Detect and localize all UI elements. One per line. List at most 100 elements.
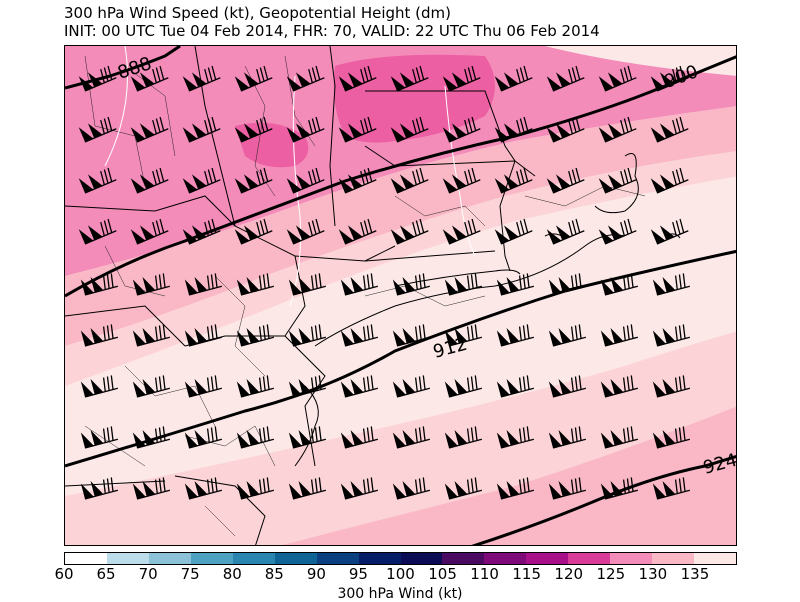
wind-barb — [390, 218, 429, 245]
wind-barb — [182, 167, 221, 194]
wind-barb — [650, 167, 689, 194]
wind-barb — [78, 218, 117, 245]
wind-barb — [338, 167, 377, 194]
wind-barb — [652, 477, 691, 500]
colorbar-tick-label: 110 — [470, 565, 499, 583]
wind-barb — [340, 273, 379, 296]
wind-barb — [338, 218, 377, 245]
wind-barb — [184, 375, 223, 398]
wind-barb — [236, 426, 275, 449]
wind-barb — [444, 426, 483, 449]
wind-barb — [392, 426, 431, 449]
county-lines — [84, 55, 646, 537]
wind-barb — [496, 375, 535, 398]
colorbar-tick-label: 95 — [348, 565, 368, 583]
map-svg: 888 900 912 924 — [65, 46, 736, 545]
wind-barb — [390, 65, 429, 92]
wind-barb — [130, 167, 169, 194]
wind-barb — [338, 116, 377, 143]
wind-barb — [80, 426, 119, 449]
colorbar-tick-label: 65 — [96, 565, 116, 583]
wind-barbs — [78, 65, 691, 500]
colorbar-tick-label: 90 — [306, 565, 326, 583]
colorbar-segment — [610, 553, 653, 564]
wind-barb — [496, 477, 535, 500]
wind-barb — [650, 65, 689, 92]
wind-barb — [496, 273, 535, 296]
wind-barb — [546, 65, 585, 92]
wind-barb — [130, 116, 169, 143]
colorbar-segment — [316, 553, 359, 564]
wind-barb — [234, 116, 273, 143]
colorbar-segment — [190, 553, 233, 564]
wind-barb — [548, 375, 587, 398]
wind-barb — [338, 65, 377, 92]
wind-barb — [132, 477, 171, 500]
wind-barb — [340, 426, 379, 449]
wind-barb — [392, 273, 431, 296]
colorbar-tick-label: 70 — [138, 565, 158, 583]
wind-barb — [652, 426, 691, 449]
wind-barb — [234, 218, 273, 245]
wind-barb — [496, 426, 535, 449]
map-panel: 888 900 912 924 — [64, 45, 737, 546]
wind-band-130 — [65, 151, 736, 386]
wind-barb — [442, 65, 481, 92]
colorbar-tick-label: 100 — [386, 565, 415, 583]
contour-924 — [471, 455, 736, 545]
wind-barb — [444, 324, 483, 347]
colorbar-tick-label: 115 — [512, 565, 542, 583]
wind-barb — [132, 324, 171, 347]
contour-912 — [65, 249, 736, 468]
colorbar-segment — [442, 553, 485, 564]
wind-barb — [182, 65, 221, 92]
wind-barb — [652, 273, 691, 296]
wind-barb — [340, 477, 379, 500]
wind-barb — [548, 477, 587, 500]
wind-barb — [184, 426, 223, 449]
state-borders — [65, 46, 536, 545]
wind-barb — [288, 477, 327, 500]
wind-barb — [548, 273, 587, 296]
colorbar-segment — [148, 553, 191, 564]
wind-barb — [286, 65, 325, 92]
colorbar — [64, 552, 737, 565]
wind-barb — [652, 324, 691, 347]
wind-barb — [444, 375, 483, 398]
colorbar-label: 300 hPa Wind (kt) — [337, 586, 463, 602]
colorbar-tick-label: 135 — [680, 565, 710, 583]
wind-barb — [442, 167, 481, 194]
wind-barb — [182, 116, 221, 143]
wind-barb — [650, 116, 689, 143]
wind-barb — [182, 218, 221, 245]
wind-barb — [392, 375, 431, 398]
wind-barb — [234, 167, 273, 194]
wind-barb — [78, 65, 117, 92]
wind-barb — [132, 426, 171, 449]
wind-barb — [130, 218, 169, 245]
rivers — [104, 46, 476, 307]
wind-barb — [444, 273, 483, 296]
wind-barb — [548, 324, 587, 347]
wind-barb — [236, 477, 275, 500]
colorbar-tick-label: 75 — [180, 565, 200, 583]
wind-barb — [78, 167, 117, 194]
wind-barb — [494, 116, 533, 143]
colorbar-tick-label: 80 — [222, 565, 242, 583]
wind-barb — [80, 375, 119, 398]
wind-barb — [600, 324, 639, 347]
wind-barb — [288, 426, 327, 449]
wind-barb — [236, 273, 275, 296]
wind-barb — [598, 116, 637, 143]
wind-barb — [340, 375, 379, 398]
colorbar-segment — [65, 553, 107, 564]
wind-barb — [340, 324, 379, 347]
wind-barb — [392, 324, 431, 347]
wind-barb — [236, 324, 275, 347]
wind-barb — [546, 116, 585, 143]
wind-barb — [442, 116, 481, 143]
wind-barb — [546, 218, 585, 245]
wind-barb — [390, 116, 429, 143]
wind-barb — [390, 167, 429, 194]
wind-barb — [184, 324, 223, 347]
